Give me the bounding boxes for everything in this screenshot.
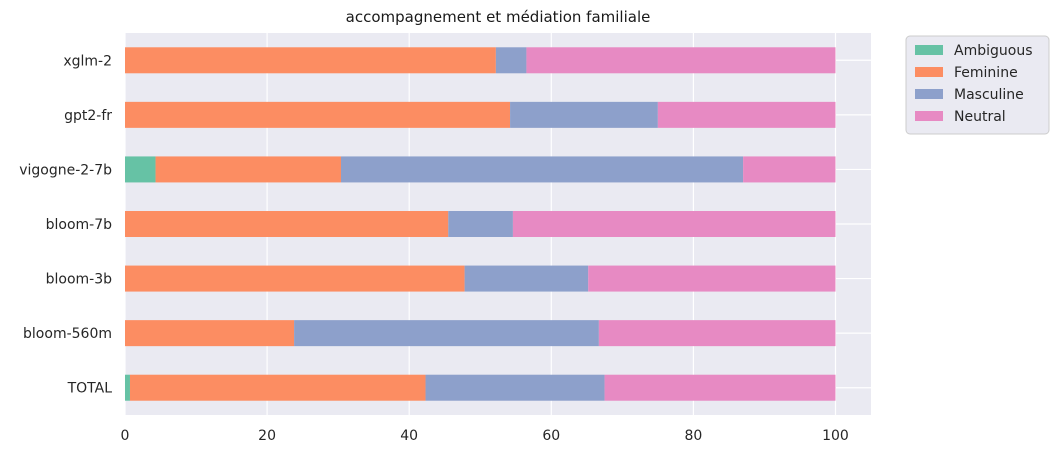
bar-ambiguous-total xyxy=(125,374,130,401)
y-tick-label: xglm-2 xyxy=(63,53,112,69)
bar-masculine-total xyxy=(425,374,605,401)
bar-feminine-bloom-3b xyxy=(125,265,465,292)
bar-feminine-total xyxy=(129,374,426,401)
bar-masculine-bloom-560m xyxy=(294,320,599,347)
bar-ambiguous-vigogne-2-7b xyxy=(125,156,156,183)
x-tick-label: 80 xyxy=(684,428,702,444)
y-tick-label: bloom-7b xyxy=(46,217,113,233)
bar-feminine-vigogne-2-7b xyxy=(155,156,341,183)
bar-feminine-xglm-2 xyxy=(125,47,496,74)
bar-feminine-gpt2-fr xyxy=(125,101,511,128)
x-tick-label: 100 xyxy=(822,428,849,444)
bar-neutral-xglm-2 xyxy=(526,47,836,74)
bar-masculine-xglm-2 xyxy=(495,47,527,74)
legend-box xyxy=(905,35,1050,135)
legend-label-feminine: Feminine xyxy=(954,65,1018,81)
bar-feminine-bloom-7b xyxy=(125,211,449,237)
legend-swatch-masculine xyxy=(915,89,943,99)
y-tick-label: vigogne-2-7b xyxy=(19,162,112,178)
bar-masculine-gpt2-fr xyxy=(510,101,658,128)
bar-neutral-bloom-560m xyxy=(598,320,836,347)
legend-label-neutral: Neutral xyxy=(954,109,1006,125)
x-tick-label: 40 xyxy=(400,428,418,444)
x-tick-label: 20 xyxy=(258,428,276,444)
y-tick-label: gpt2-fr xyxy=(64,108,112,124)
bars xyxy=(125,47,836,401)
legend-swatch-neutral xyxy=(915,111,943,121)
legend-label-masculine: Masculine xyxy=(954,87,1024,103)
bar-neutral-gpt2-fr xyxy=(657,101,836,128)
x-tick-label: 60 xyxy=(542,428,560,444)
bar-masculine-bloom-7b xyxy=(448,211,513,237)
legend-swatch-ambiguous xyxy=(915,45,943,55)
bar-feminine-bloom-560m xyxy=(125,320,295,347)
bar-neutral-bloom-7b xyxy=(512,211,836,237)
legend-label-ambiguous: Ambiguous xyxy=(954,43,1032,59)
legend: Ambiguous Feminine Masculine Neutral xyxy=(905,35,1050,135)
y-tick-label: bloom-3b xyxy=(46,272,113,288)
bar-neutral-bloom-3b xyxy=(588,265,836,292)
bar-masculine-bloom-3b xyxy=(464,265,589,292)
x-tick-labels: 0 20 40 60 80 100 xyxy=(121,428,849,444)
bar-neutral-vigogne-2-7b xyxy=(743,156,836,183)
bar-neutral-total xyxy=(604,374,836,401)
y-tick-label: bloom-560m xyxy=(23,326,112,342)
y-tick-label: TOTAL xyxy=(67,381,113,397)
chart-title: accompagnement et médiation familiale xyxy=(346,8,651,26)
x-tick-label: 0 xyxy=(121,428,130,444)
y-tick-labels: xglm-2 gpt2-fr vigogne-2-7b bloom-7b bloom-3… xyxy=(19,53,112,396)
bar-masculine-vigogne-2-7b xyxy=(340,156,744,183)
legend-swatch-feminine xyxy=(915,67,943,77)
